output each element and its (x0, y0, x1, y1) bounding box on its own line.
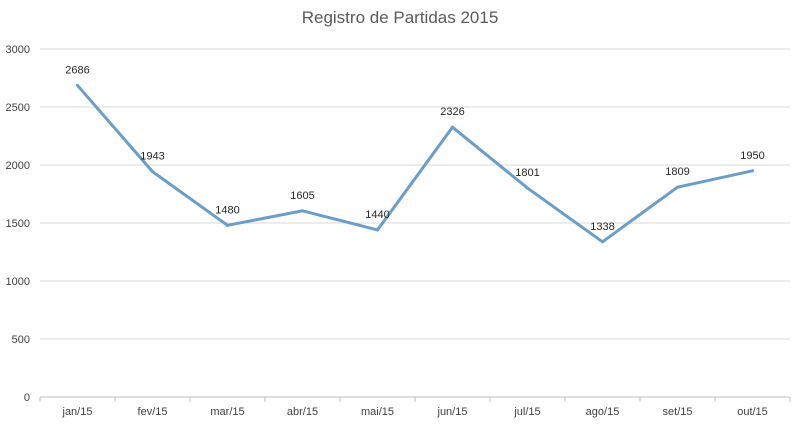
data-point (601, 240, 604, 244)
data-label: 2326 (440, 106, 464, 118)
data-point (226, 223, 229, 227)
data-label: 1605 (290, 190, 314, 202)
y-tick-label: 1500 (6, 218, 30, 230)
data-point (526, 186, 529, 190)
y-tick-label: 500 (12, 334, 30, 346)
y-tick-label: 2000 (6, 160, 30, 172)
data-label: 1480 (215, 204, 239, 216)
gridlines (40, 48, 790, 398)
data-point (751, 169, 754, 173)
data-labels: 2686 1943 1480 1605 1440 2326 1801 1338 1809 1950 (65, 64, 764, 232)
data-label: 1440 (365, 209, 389, 221)
x-tick-label: mar/15 (210, 406, 244, 418)
y-tick-label: 1000 (6, 276, 30, 288)
x-tick-label: out/15 (737, 406, 768, 418)
data-label: 1943 (140, 151, 164, 163)
data-label: 1801 (515, 167, 539, 179)
data-point (151, 170, 154, 174)
data-label: 1809 (665, 166, 689, 178)
series-line (76, 83, 754, 244)
x-tick-label: jul/15 (513, 406, 540, 418)
data-point (301, 209, 304, 213)
y-tick-label: 0 (24, 392, 30, 404)
data-label: 1950 (740, 150, 764, 162)
x-tick-label: mai/15 (361, 406, 394, 418)
x-tick-label: ago/15 (586, 406, 620, 418)
data-point (76, 83, 79, 87)
data-point (376, 228, 379, 232)
x-tick-label: fev/15 (138, 406, 168, 418)
y-tick-label: 2500 (6, 102, 30, 114)
x-tick-label: jan/15 (62, 406, 93, 418)
series (76, 83, 754, 244)
x-tick-label: abr/15 (287, 406, 318, 418)
x-tick-label: set/15 (663, 406, 693, 418)
x-axis-ticks: jan/15 fev/15 mar/15 abr/15 mai/15 jun/15 jul/… (39, 397, 791, 418)
x-tick-label: jun/15 (437, 406, 468, 418)
chart-title: Registro de Partidas 2015 (301, 8, 499, 27)
data-label: 2686 (65, 64, 89, 76)
data-point (676, 185, 679, 189)
data-label: 1338 (590, 221, 614, 233)
y-axis-ticks: 0 500 1000 1500 2000 2500 3000 (6, 44, 30, 404)
data-point (451, 125, 454, 129)
y-tick-label: 3000 (6, 44, 30, 56)
